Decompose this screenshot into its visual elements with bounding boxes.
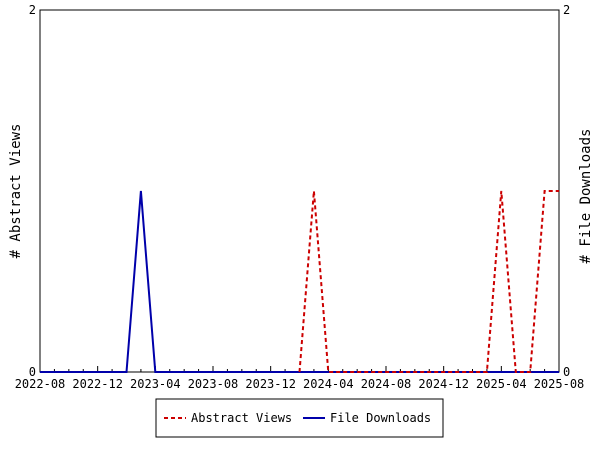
y-axis-label-left: # Abstract Views [8, 124, 24, 259]
legend-label-file-downloads: File Downloads [330, 411, 431, 425]
plot-area [39, 9, 560, 373]
x-tick-label: 2025-04 [476, 377, 527, 391]
x-tick-label: 2022-12 [72, 377, 123, 391]
x-tick-label: 2024-08 [361, 377, 412, 391]
series-line-file-downloads [40, 190, 559, 373]
x-tick-labels: 2022-08 2022-12 2023-04 2023-08 2023-12 2024-… [15, 377, 585, 391]
x-tick-label: 2023-04 [130, 377, 181, 391]
x-tick-label: 2023-08 [188, 377, 239, 391]
x-tick-label: 2024-04 [303, 377, 354, 391]
y-ticks: 0 2 0 2 [29, 3, 570, 379]
y-tick-label-right: 2 [563, 3, 570, 17]
y-axis-label-right: # File Downloads [578, 129, 594, 264]
y-tick-label-left: 0 [29, 365, 36, 379]
y-tick-label-right: 0 [563, 365, 570, 379]
x-tick-label: 2023-12 [245, 377, 296, 391]
x-tick-label: 2022-08 [15, 377, 66, 391]
series-layer [40, 190, 559, 373]
y-tick-label-left: 2 [29, 3, 36, 17]
x-tick-label: 2024-12 [418, 377, 469, 391]
legend: Abstract Views File Downloads [155, 398, 444, 438]
legend-box [155, 398, 444, 438]
x-tick-label: 2025-08 [534, 377, 585, 391]
legend-label-abstract-views: Abstract Views [191, 411, 292, 425]
series-line-abstract-views [298, 190, 559, 373]
